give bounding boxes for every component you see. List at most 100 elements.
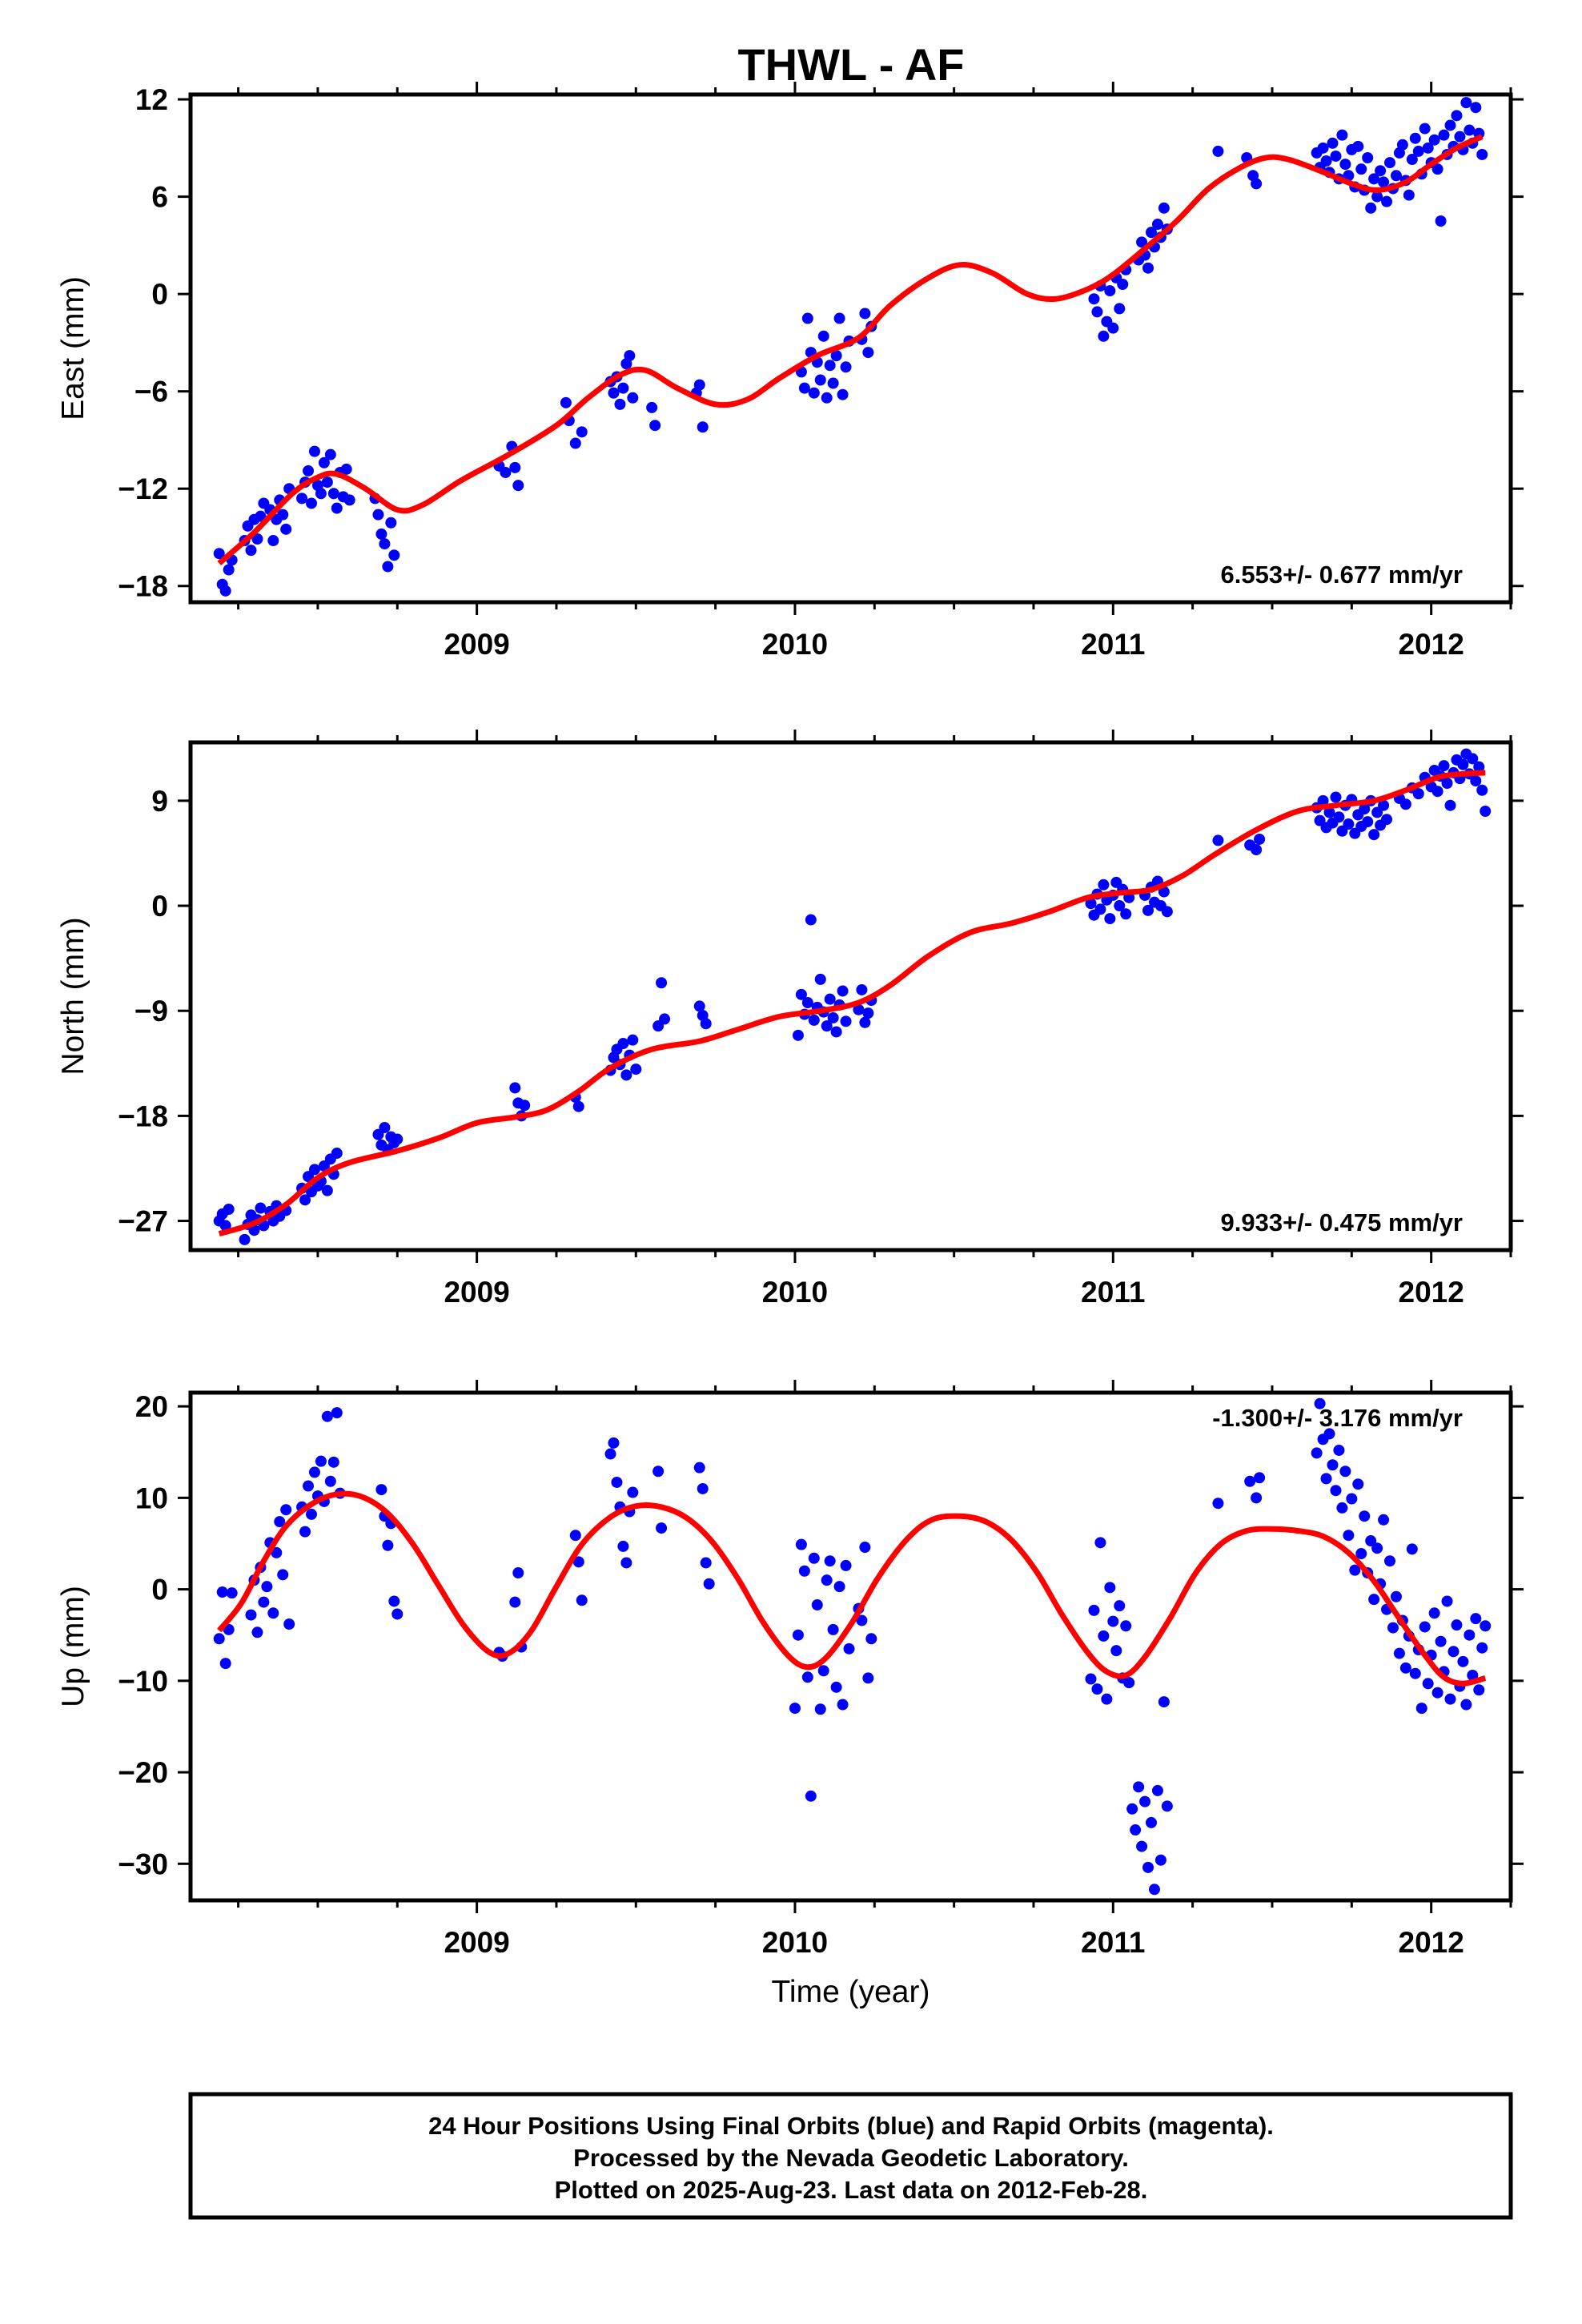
east-data-point <box>296 493 308 505</box>
east-ytick-label: 12 <box>135 83 168 116</box>
up-xtick-label: 2010 <box>762 1926 828 1959</box>
north-data-point <box>1343 818 1355 830</box>
up-data-point <box>1110 1645 1122 1657</box>
up-data-point <box>1136 1840 1148 1852</box>
north-xtick-label: 2012 <box>1399 1276 1464 1309</box>
north-data-point <box>1333 811 1345 823</box>
up-data-point <box>1311 1447 1323 1459</box>
east-data-point <box>808 387 820 399</box>
north-data-point <box>859 1016 871 1028</box>
up-data-point <box>1419 1621 1431 1633</box>
east-data-point <box>1384 157 1396 169</box>
east-data-point <box>1451 110 1463 122</box>
north-data-point <box>1104 913 1116 925</box>
up-data-point <box>1244 1475 1256 1487</box>
east-fit-curve <box>217 134 1484 566</box>
up-data-point <box>1336 1502 1348 1514</box>
east-data-point <box>1365 202 1377 214</box>
east-data-point <box>1381 195 1393 207</box>
up-data-point <box>1101 1693 1113 1705</box>
up-data-point <box>1460 1699 1472 1711</box>
east-data-point <box>560 396 572 408</box>
east-data-point <box>1375 165 1387 177</box>
north-data-point <box>1362 816 1374 828</box>
up-data-point <box>267 1607 279 1619</box>
north-data-point <box>656 977 668 989</box>
east-data-point <box>315 488 327 500</box>
up-data-point <box>1161 1800 1173 1812</box>
east-data-point <box>1343 170 1355 182</box>
north-data-point <box>1161 906 1173 918</box>
up-data-point <box>1130 1824 1142 1836</box>
up-data-point <box>1384 1555 1396 1567</box>
up-data-point <box>833 1581 845 1593</box>
up-data-point <box>1154 1854 1166 1866</box>
north-data-point <box>1359 803 1371 815</box>
up-data-point <box>1457 1655 1469 1667</box>
east-data-point <box>327 488 339 500</box>
up-data-point <box>303 1480 315 1492</box>
up-data-point <box>1314 1397 1326 1409</box>
east-data-point <box>837 388 849 400</box>
east-data-point <box>1151 219 1163 231</box>
east-data-point <box>1320 155 1332 167</box>
up-data-point <box>245 1609 257 1621</box>
up-data-point <box>821 1574 833 1586</box>
east-data-point <box>1145 227 1157 239</box>
north-data-point <box>1399 798 1411 810</box>
up-data-point <box>611 1476 623 1488</box>
up-data-point <box>1094 1537 1106 1549</box>
north-data-point <box>1381 814 1393 826</box>
east-data-point <box>305 497 317 509</box>
east-data-point <box>833 312 845 324</box>
east-data-point <box>1251 178 1263 190</box>
up-data-point <box>792 1629 804 1641</box>
east-data-point <box>840 361 852 373</box>
north-xtick-label: 2011 <box>1081 1276 1145 1309</box>
up-ytick-label: 20 <box>135 1390 168 1423</box>
north-data-point <box>1431 786 1443 798</box>
north-data-point <box>814 973 826 985</box>
up-data-point <box>1473 1684 1485 1696</box>
up-data-point <box>1480 1620 1492 1632</box>
up-data-point <box>226 1587 238 1599</box>
north-data-point <box>827 1011 839 1023</box>
north-data-point <box>1470 775 1482 787</box>
east-data-point <box>1158 202 1170 214</box>
up-data-point <box>251 1626 263 1638</box>
east-xtick-label: 2009 <box>444 628 509 661</box>
up-data-point <box>652 1466 665 1478</box>
north-data-point <box>1317 794 1329 806</box>
up-data-point <box>509 1596 521 1608</box>
north-fit-curve <box>218 770 1486 1236</box>
east-xtick-label: 2011 <box>1081 628 1145 661</box>
up-data-point <box>1451 1619 1463 1631</box>
east-data-point <box>1378 176 1390 188</box>
north-ytick-label: −18 <box>118 1100 168 1132</box>
up-data-point <box>213 1633 225 1645</box>
up-data-point <box>1339 1466 1351 1478</box>
north-data-point <box>617 1038 629 1050</box>
up-data-point <box>271 1546 283 1558</box>
up-data-point <box>1447 1646 1460 1658</box>
east-data-point <box>245 545 257 557</box>
east-data-point <box>1117 278 1129 290</box>
up-data-point <box>608 1437 620 1449</box>
up-data-point <box>840 1559 852 1571</box>
up-data-point <box>808 1552 820 1564</box>
up-data-point <box>1133 1781 1145 1793</box>
north-data-point <box>824 993 836 1005</box>
up-data-point <box>1431 1687 1443 1699</box>
north-data-point <box>391 1133 404 1145</box>
up-data-point <box>1444 1693 1456 1705</box>
north-data-point <box>219 1220 231 1232</box>
up-data-point <box>512 1567 524 1579</box>
up-data-point <box>1254 1472 1266 1484</box>
up-data-point <box>1091 1683 1103 1695</box>
up-data-point <box>216 1586 228 1598</box>
north-data-point <box>1438 760 1450 772</box>
up-xtick-label: 2011 <box>1081 1926 1145 1959</box>
north-data-point <box>1467 753 1479 765</box>
east-data-point <box>1464 124 1476 136</box>
north-data-point <box>572 1100 584 1112</box>
